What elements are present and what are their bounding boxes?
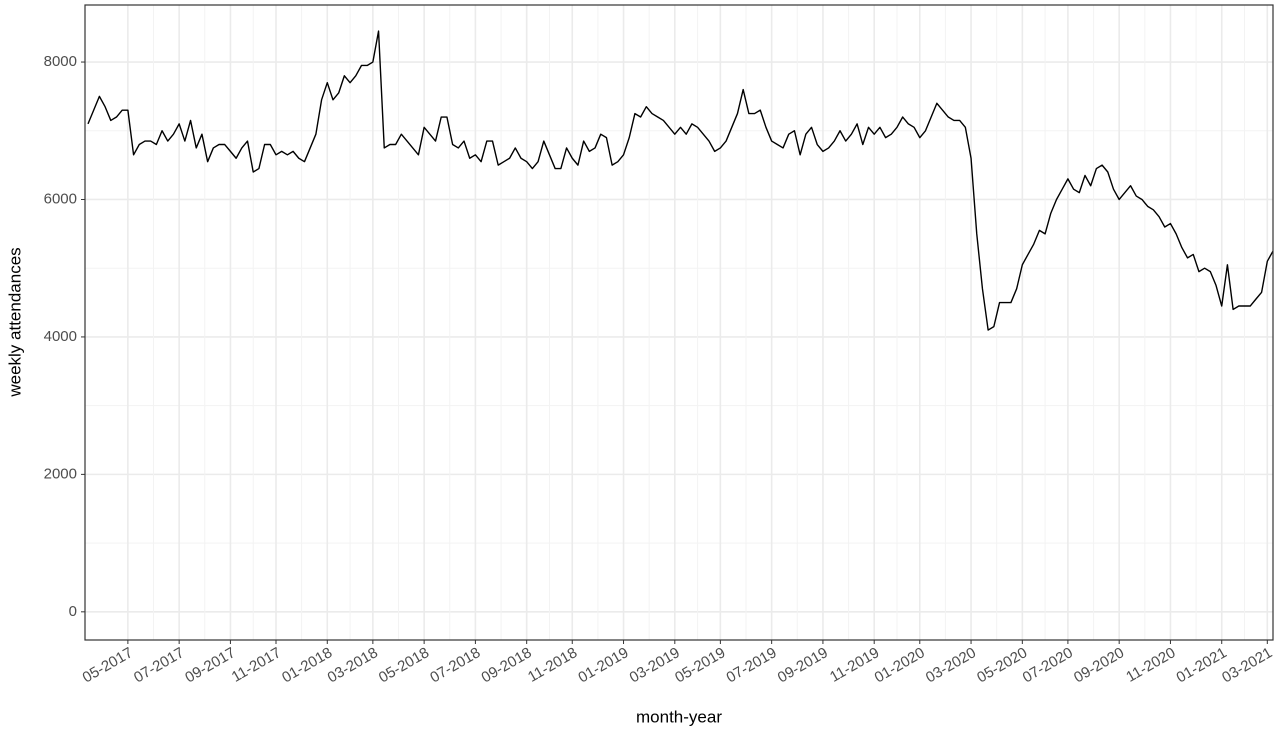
y-tick-label: 2000 [44, 465, 77, 482]
x-tick-label: 07-2017 [131, 644, 187, 686]
x-tick-label: 05-2020 [974, 644, 1030, 686]
y-axis-title: weekly attendances [5, 247, 24, 397]
x-tick-label: 05-2019 [672, 644, 728, 686]
x-tick-label: 09-2017 [182, 644, 238, 686]
x-tick-label: 03-2019 [627, 644, 683, 686]
x-axis-title: month-year [636, 707, 722, 726]
y-tick-label: 0 [69, 603, 77, 620]
x-tick-label: 07-2018 [427, 644, 483, 686]
y-tick-label: 6000 [44, 190, 77, 207]
x-tick-label: 05-2017 [80, 644, 136, 686]
x-tick-label: 11-2017 [229, 644, 284, 686]
x-tick-label: 01-2020 [872, 644, 928, 686]
plot-border [84, 4, 1274, 641]
x-tick-label: 09-2019 [775, 644, 831, 686]
x-tick-label: 07-2019 [723, 644, 779, 686]
x-tick-label: 05-2018 [376, 644, 432, 686]
y-tick-label: 8000 [44, 53, 77, 70]
x-tick-label: 07-2020 [1020, 644, 1076, 686]
x-tick-label: 09-2018 [478, 644, 534, 686]
x-tick-label: 01-2019 [575, 644, 631, 686]
x-tick-label: 11-2020 [1123, 644, 1178, 686]
x-tick-label: 03-2020 [923, 644, 979, 686]
x-tick-label: 03-2021 [1219, 644, 1275, 686]
x-tick-label: 09-2020 [1071, 644, 1127, 686]
y-tick-label: 4000 [44, 328, 77, 345]
x-tick-label: 01-2021 [1174, 644, 1230, 686]
data-line [87, 30, 1274, 331]
x-tick-label: 03-2018 [325, 644, 381, 686]
x-tick-label: 11-2018 [525, 644, 580, 686]
x-tick-label: 01-2018 [279, 644, 335, 686]
x-tick-label: 11-2019 [827, 644, 882, 686]
